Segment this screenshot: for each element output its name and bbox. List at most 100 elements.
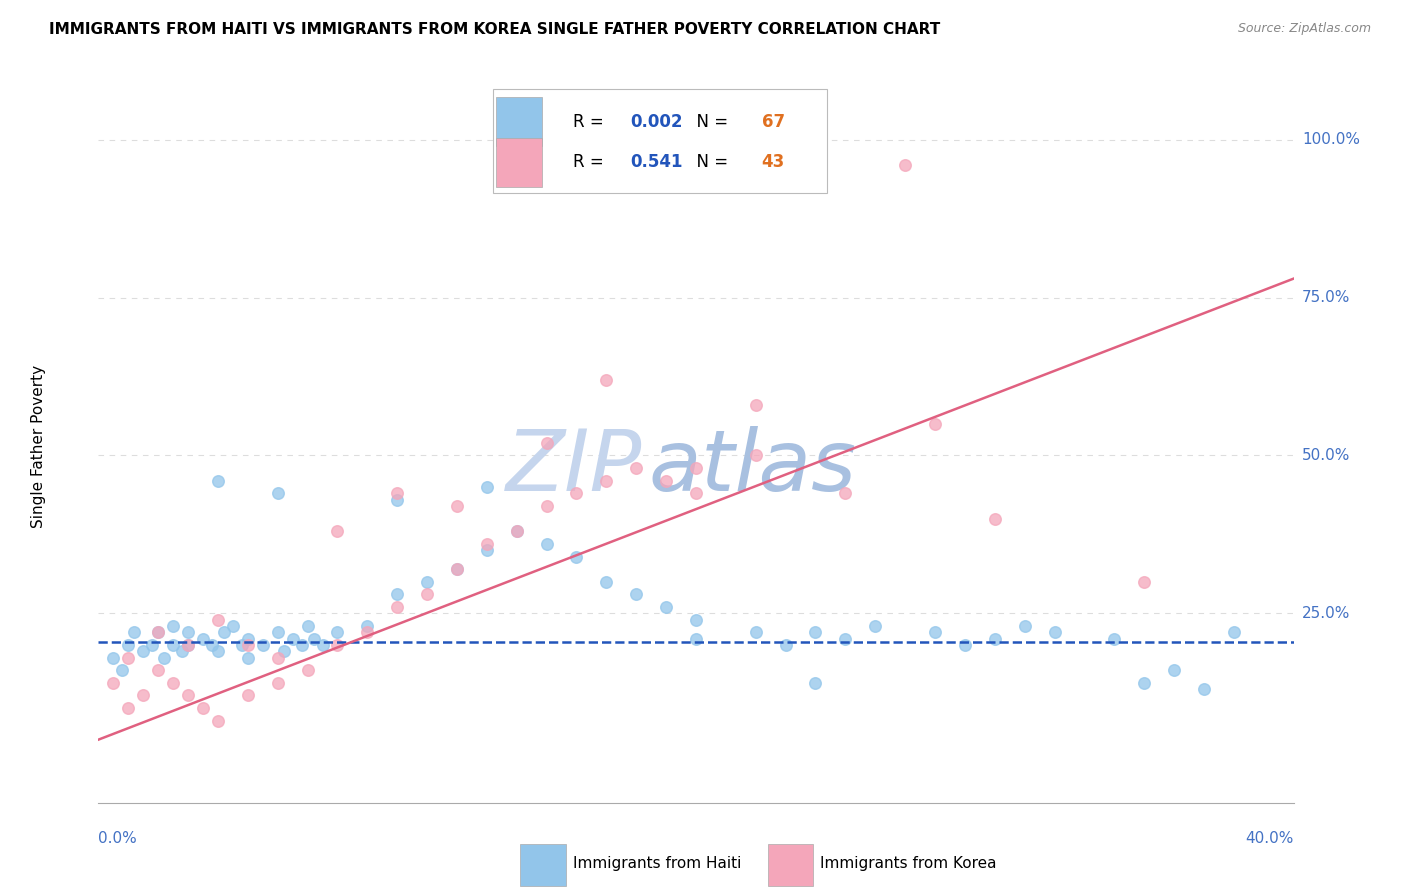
Text: 25.0%: 25.0% [1302,606,1350,621]
Point [103,650,125,665]
Point [595,574,617,589]
Text: 0.541: 0.541 [630,153,683,171]
Point [132,689,155,703]
Point [162,638,184,652]
Point [207,714,229,728]
Point [222,619,245,633]
Point [177,638,200,652]
Point [385,600,409,615]
Point [685,461,707,475]
Point [624,587,647,601]
Point [236,638,259,652]
Point [685,613,707,627]
Point [356,625,378,640]
Point [191,632,214,646]
Point [924,417,946,431]
Point [983,511,1005,525]
Point [834,632,856,646]
Point [804,625,827,640]
Point [655,600,678,615]
Text: ZIP: ZIP [506,425,643,509]
Point [834,486,856,500]
Point [177,638,200,652]
Point [148,663,170,677]
Point [385,587,409,601]
Point [231,638,253,652]
Point [177,625,200,640]
Point [1014,619,1036,633]
Text: 50.0%: 50.0% [1302,448,1350,463]
Point [207,644,229,658]
Text: atlas: atlas [648,425,856,509]
Point [1104,632,1126,646]
Point [290,638,312,652]
Point [311,638,333,652]
Point [236,689,259,703]
Point [475,480,498,494]
Point [124,625,146,640]
Point [953,638,976,652]
Point [655,474,678,488]
Point [745,449,768,463]
FancyBboxPatch shape [496,97,543,146]
Text: R =: R = [572,112,609,130]
Point [685,632,707,646]
Point [212,625,235,640]
Text: Immigrants from Korea: Immigrants from Korea [820,856,997,871]
Text: 0.002: 0.002 [630,112,683,130]
Text: Source: ZipAtlas.com: Source: ZipAtlas.com [1237,22,1371,36]
Point [103,675,125,690]
Text: IMMIGRANTS FROM HAITI VS IMMIGRANTS FROM KOREA SINGLE FATHER POVERTY CORRELATION: IMMIGRANTS FROM HAITI VS IMMIGRANTS FROM… [49,22,941,37]
Point [1133,675,1156,690]
Point [1163,663,1185,677]
Point [536,435,558,450]
Point [252,638,274,652]
Point [207,474,229,488]
Point [745,625,768,640]
Point [1043,625,1066,640]
Point [595,474,617,488]
Point [236,632,259,646]
Point [326,625,349,640]
Point [446,562,468,576]
Point [446,499,468,513]
Point [624,461,647,475]
Text: 67: 67 [762,112,785,130]
Point [536,499,558,513]
Point [475,537,498,551]
Point [207,613,229,627]
Text: N =: N = [686,112,734,130]
Point [983,632,1005,646]
Point [191,701,214,715]
Point [117,638,139,652]
Point [148,625,170,640]
Point [924,625,946,640]
Text: R =: R = [572,153,609,171]
Point [267,650,290,665]
Point [1192,682,1215,697]
Point [302,632,325,646]
Point [745,398,768,412]
Point [475,543,498,558]
Point [595,373,617,387]
Point [281,632,304,646]
Point [356,619,378,633]
Point [148,625,170,640]
Point [267,675,290,690]
FancyBboxPatch shape [520,844,565,887]
Point [565,486,588,500]
FancyBboxPatch shape [494,89,827,193]
Point [201,638,224,652]
Point [267,625,290,640]
Point [153,650,176,665]
Text: 75.0%: 75.0% [1302,290,1350,305]
Point [804,675,827,690]
Point [267,486,290,500]
Point [1223,625,1246,640]
Text: 43: 43 [762,153,785,171]
Text: 0.0%: 0.0% [98,830,138,846]
Point [141,638,163,652]
Point [172,644,194,658]
Point [685,486,707,500]
Point [385,486,409,500]
